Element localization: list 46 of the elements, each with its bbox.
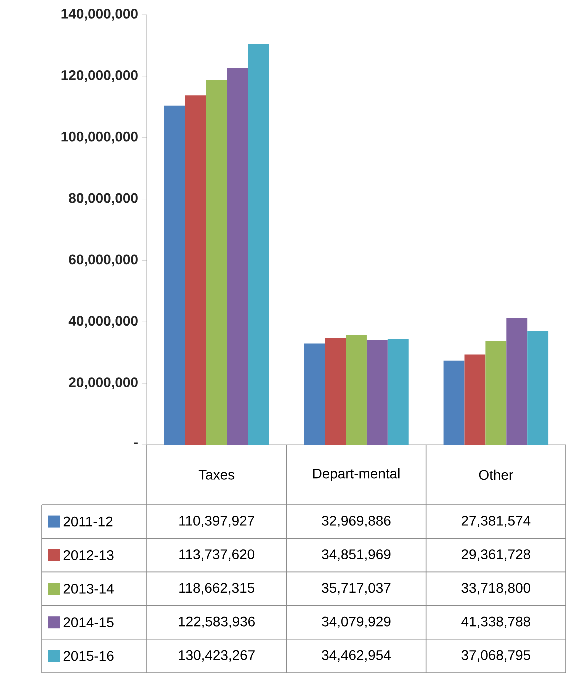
bar [248, 44, 270, 445]
data-label: 34,851,969 [322, 550, 391, 562]
y-tick-label: 100,000,000 [62, 132, 138, 144]
bar [388, 339, 409, 445]
data-label: 35,717,037 [322, 583, 391, 595]
bar [528, 331, 549, 445]
bar [366, 340, 388, 445]
legend-label: 2013-14 [64, 584, 114, 594]
bar [464, 354, 486, 445]
legend-label: 2014-15 [64, 618, 114, 628]
legend-label: 2011-12 [64, 516, 113, 527]
x-tick-label: Taxes [198, 470, 235, 480]
bar [444, 360, 465, 445]
data-label: 27,381,574 [462, 516, 531, 528]
data-label: 122,583,936 [179, 616, 255, 628]
bar [506, 318, 528, 445]
data-label: 118,662,315 [180, 583, 254, 595]
data-label: 29,361,728 [462, 550, 530, 562]
data-label: 41,338,788 [462, 616, 530, 628]
bar [325, 338, 346, 445]
y-tick-label: 140,000,000 [62, 9, 138, 21]
legend-label: 2015-16 [64, 651, 114, 662]
y-tick-label: 60,000,000 [69, 254, 138, 267]
y-tick-label: - [134, 442, 138, 444]
data-label: 32,969,886 [322, 516, 391, 528]
x-tick-label: Depart-mental [313, 468, 400, 482]
x-tick-label: Other [479, 470, 514, 480]
bar [304, 344, 326, 445]
data-label: 34,079,929 [322, 616, 391, 628]
data-label: 113,737,620 [180, 550, 255, 562]
data-label: 34,462,954 [322, 650, 391, 662]
data-label: 130,423,267 [179, 650, 255, 662]
y-tick-label: 40,000,000 [68, 316, 138, 328]
bar [164, 106, 186, 445]
legend-label: 2012-13 [64, 550, 114, 560]
data-label: 37,068,795 [462, 650, 530, 662]
bar [346, 335, 367, 445]
y-tick-label: 120,000,000 [62, 70, 138, 82]
bar [185, 96, 206, 445]
bar [206, 80, 228, 445]
y-tick-label: 80,000,000 [69, 193, 138, 206]
bar [486, 341, 507, 445]
data-label: 33,718,800 [462, 583, 531, 595]
bar [227, 68, 248, 445]
y-tick-label: 20,000,000 [69, 378, 138, 390]
data-label: 110,397,927 [180, 516, 254, 528]
